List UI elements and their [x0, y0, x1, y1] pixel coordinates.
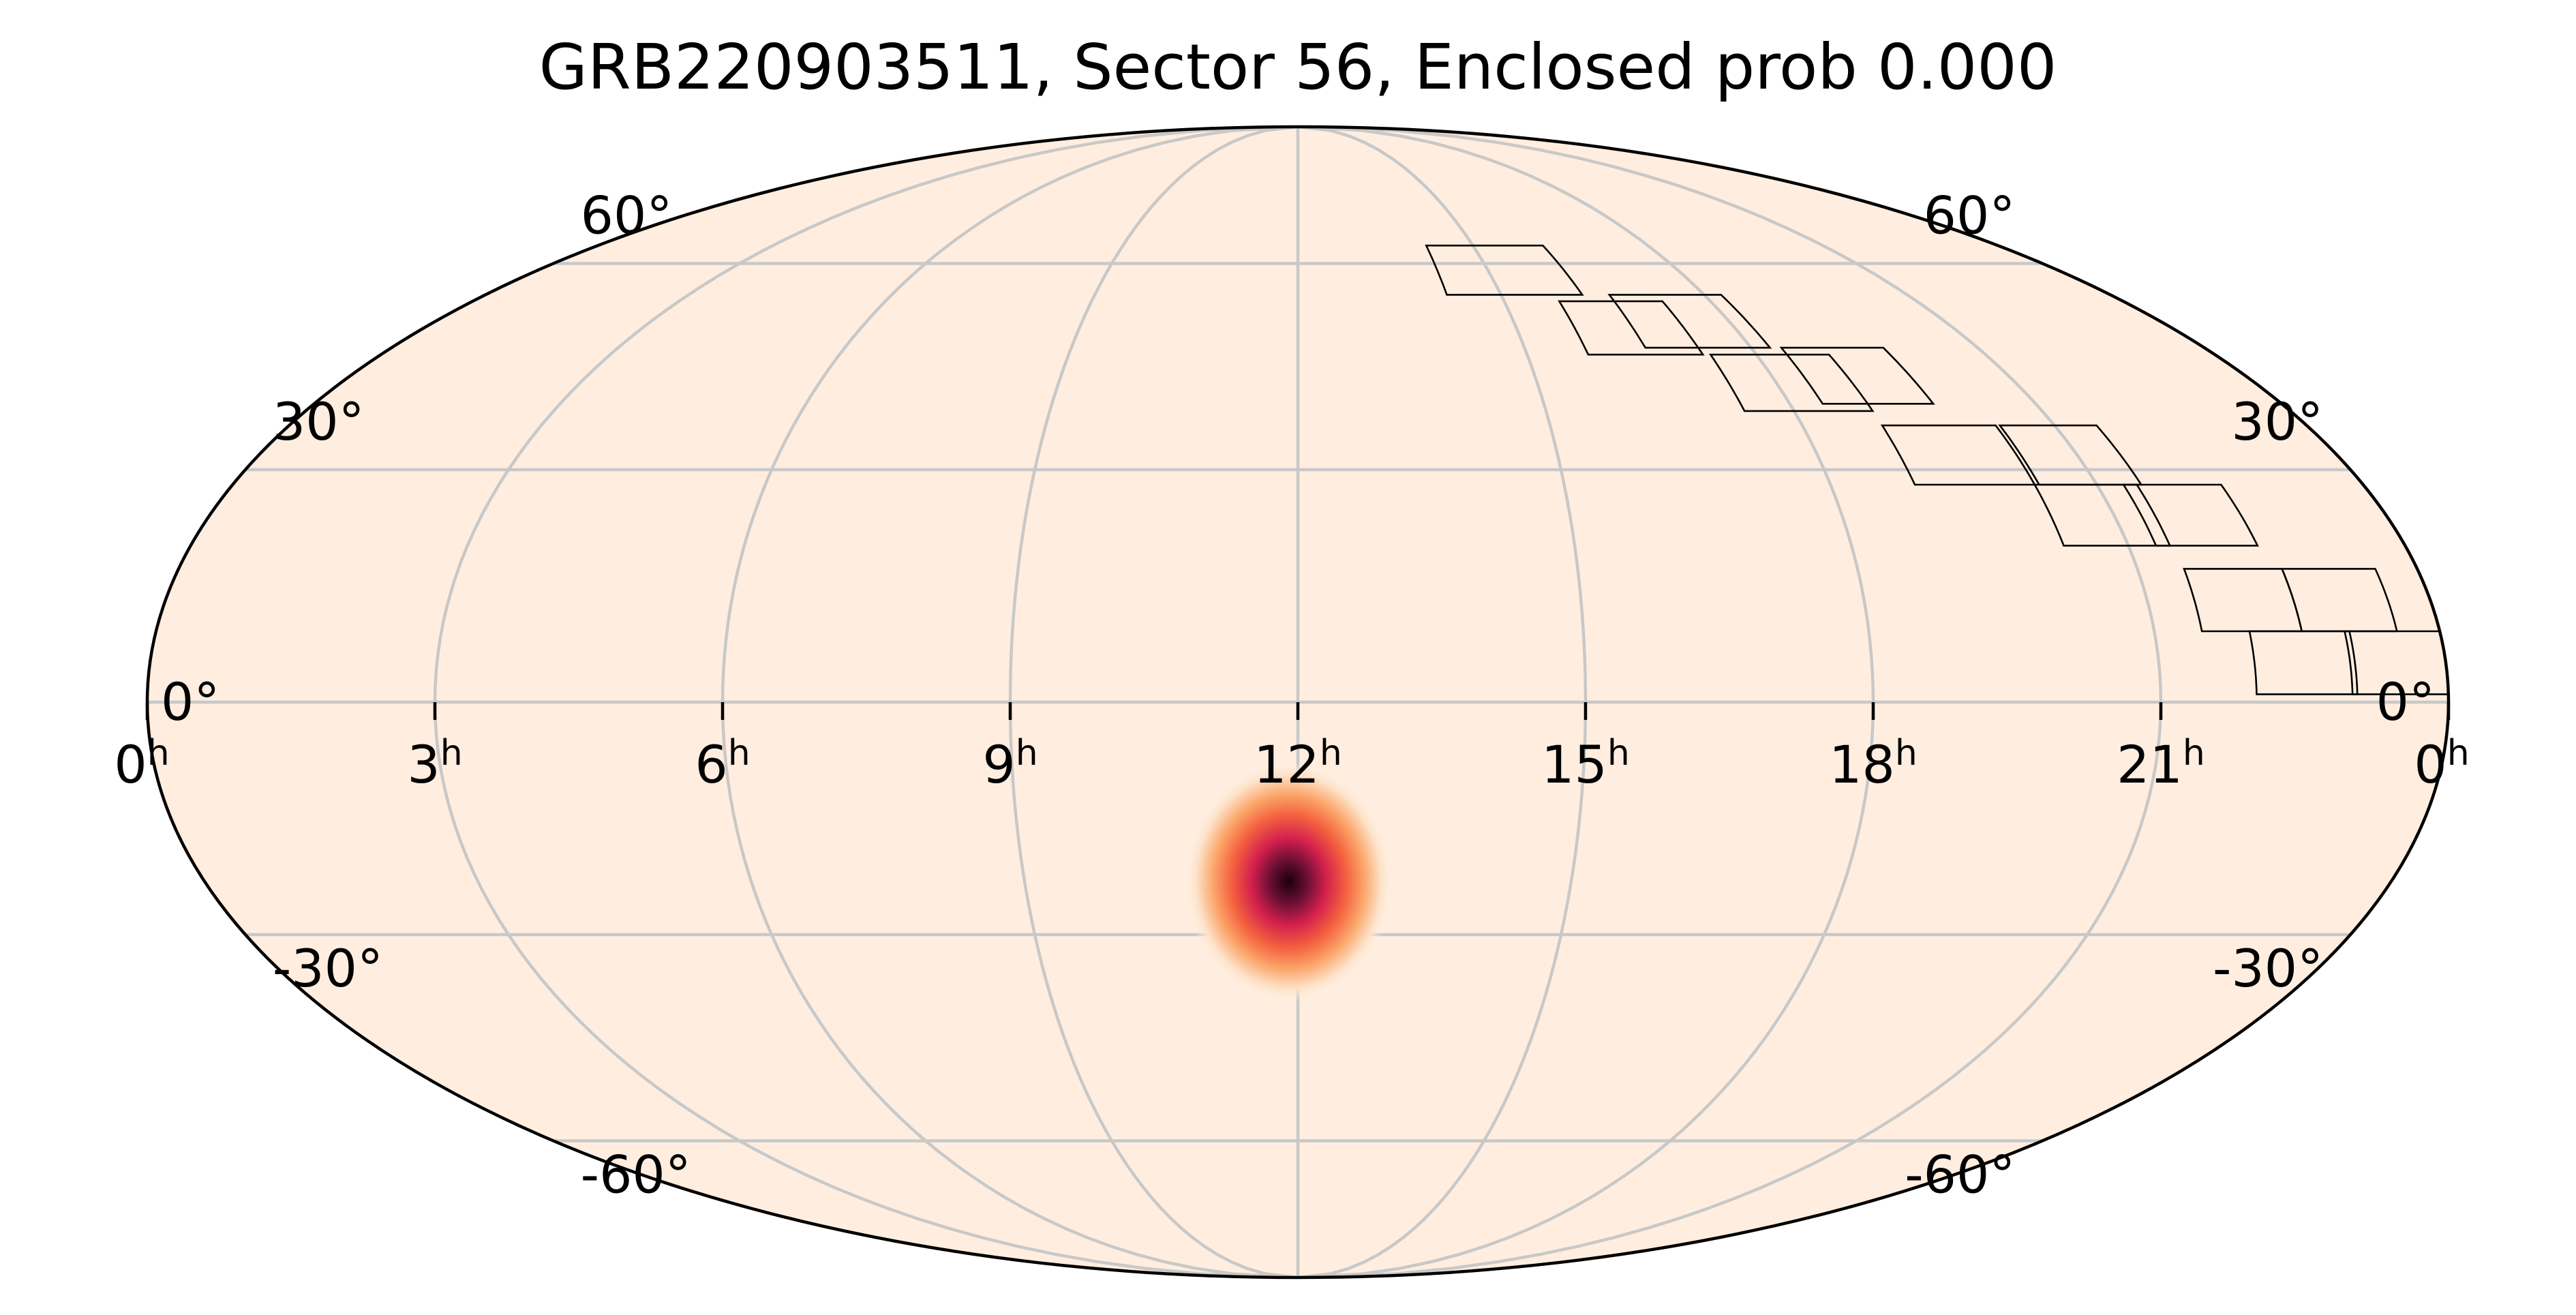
sector-tile — [2248, 630, 2359, 695]
ra-tick-label: 18h — [1829, 733, 1918, 795]
ra-tick-value: 12 — [1254, 734, 1320, 795]
ra-tick-unit: h — [728, 733, 751, 774]
dec-tick-label-right: 0° — [161, 671, 219, 732]
ra-tick-unit: h — [440, 733, 463, 774]
dec-tick-label-right: -30° — [273, 938, 383, 999]
ra-tick-value: 6 — [695, 734, 727, 795]
ra-tick-unit: h — [1320, 733, 1342, 774]
ra-tick-unit: h — [1895, 733, 1918, 774]
axis-ticks: 0h21h18h15h12h9h6h3h0h60°60°30°30°0°0°-3… — [114, 185, 2469, 1205]
ra-tick-label: 9h — [982, 733, 1037, 795]
ra-tick-value: 3 — [407, 734, 440, 795]
ra-tick-unit: h — [2183, 733, 2205, 774]
ra-tick-unit: h — [1016, 733, 1038, 774]
ra-tick-label: 21h — [2117, 733, 2205, 795]
sector-tile — [2183, 568, 2303, 633]
sector-tile — [1607, 294, 1772, 349]
dec-tick-label-left: 0° — [2376, 671, 2435, 732]
ra-tick-value: 18 — [1829, 734, 1895, 795]
probability-peak — [1184, 761, 1393, 1003]
ra-tick-value: 0 — [2414, 734, 2446, 795]
ra-tick-label: 0h — [2414, 733, 2469, 795]
ra-tick-label: 0h — [114, 733, 169, 795]
ra-tick-label: 3h — [407, 733, 462, 795]
dec-tick-label-right: -60° — [581, 1144, 691, 1205]
dec-tick-label-left: -30° — [2213, 938, 2323, 999]
sector-tile — [1779, 346, 1935, 405]
dec-tick-label-left: 30° — [2231, 391, 2323, 452]
ra-tick-value: 15 — [1541, 734, 1607, 795]
sector-tile — [1558, 300, 1705, 356]
ra-tick-unit: h — [147, 733, 170, 774]
ra-tick-unit: h — [1607, 733, 1630, 774]
sector-tile — [1880, 424, 2037, 486]
probability-layer — [1184, 761, 1393, 1003]
chart-title: GRB220903511, Sector 56, Enclosed prob 0… — [539, 31, 2057, 104]
dec-tick-label-left: -60° — [1905, 1144, 2015, 1205]
ra-tick-unit: h — [2447, 733, 2470, 774]
ra-tick-label: 12h — [1254, 733, 1342, 795]
dec-tick-label-left: 60° — [1924, 185, 2016, 246]
ra-tick-label: 6h — [695, 733, 750, 795]
sector-tile — [2121, 483, 2259, 547]
dec-tick-label-right: 30° — [273, 391, 365, 452]
sector-tile — [2033, 483, 2172, 547]
ra-tick-value: 0 — [114, 734, 147, 795]
ra-tick-value: 21 — [2117, 734, 2183, 795]
dec-tick-label-right: 60° — [581, 185, 673, 246]
sector-tile — [1425, 244, 1584, 296]
ra-tick-label: 15h — [1541, 733, 1630, 795]
ra-tick-value: 9 — [982, 734, 1015, 795]
sector-tiles — [1425, 244, 2450, 695]
sector-tile — [1708, 353, 1875, 412]
